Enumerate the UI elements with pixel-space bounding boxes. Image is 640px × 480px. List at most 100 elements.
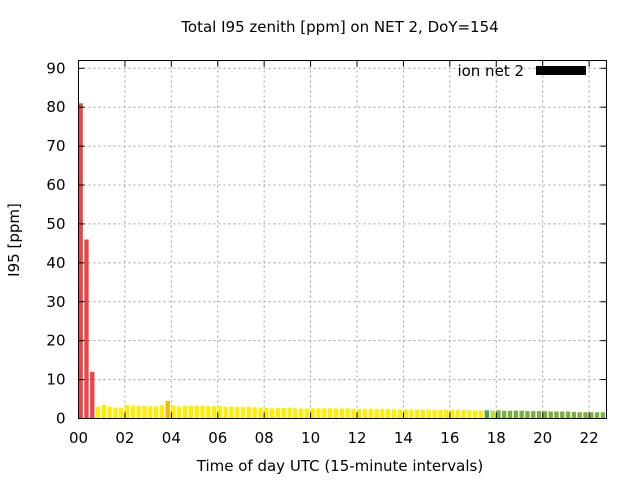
- bar: [478, 410, 484, 419]
- bar: [473, 410, 478, 419]
- bar: [502, 410, 507, 419]
- bar: [281, 407, 286, 419]
- bar: [327, 408, 333, 419]
- x-axis-label: Time of day UTC (15-minute intervals): [196, 457, 483, 475]
- bar: [194, 405, 199, 419]
- bar: [142, 406, 147, 419]
- bar: [345, 408, 350, 419]
- bar: [333, 408, 339, 419]
- bar: [461, 409, 466, 419]
- bar: [565, 411, 571, 419]
- bar: [432, 409, 437, 419]
- legend-label: ion net 2: [457, 62, 524, 80]
- bar: [362, 409, 368, 419]
- y-axis-label: I95 [ppm]: [5, 203, 23, 277]
- plot-frame: [78, 60, 607, 419]
- bar: [223, 406, 228, 419]
- bar: [380, 409, 385, 419]
- x-tick-label: 04: [162, 429, 181, 447]
- bar: [554, 411, 559, 419]
- bar: [287, 407, 292, 419]
- bar: [298, 408, 304, 419]
- bar: [577, 412, 582, 419]
- y-tick-label: 80: [46, 98, 65, 116]
- bar: [235, 406, 240, 419]
- bar: [455, 409, 460, 419]
- grid: [78, 60, 607, 419]
- bar: [391, 409, 397, 419]
- bar: [90, 371, 95, 419]
- y-tick-label: 40: [46, 254, 65, 272]
- bar: [507, 410, 513, 419]
- bar: [484, 410, 490, 419]
- bar: [403, 409, 408, 419]
- bar: [571, 411, 577, 419]
- x-tick-label: 02: [115, 429, 134, 447]
- bar: [119, 407, 124, 419]
- x-tick-label: 18: [487, 429, 506, 447]
- bar: [217, 406, 223, 419]
- bar: [177, 406, 182, 419]
- x-tick-label: 12: [347, 429, 366, 447]
- bar: [542, 411, 548, 419]
- bar: [275, 407, 281, 419]
- bar: [153, 406, 159, 419]
- bar: [200, 405, 205, 419]
- bar: [107, 406, 112, 419]
- y-tick-label: 60: [46, 176, 65, 194]
- bars: [78, 103, 606, 419]
- bar: [130, 405, 136, 419]
- bar: [444, 409, 449, 419]
- bar: [258, 407, 263, 419]
- bar: [513, 410, 519, 419]
- bar: [368, 408, 373, 419]
- bar: [339, 408, 344, 419]
- bar: [78, 103, 83, 419]
- bar: [374, 409, 379, 419]
- legend-swatch: [536, 66, 586, 75]
- bar: [240, 407, 246, 419]
- bar: [351, 408, 356, 419]
- bar: [594, 412, 600, 419]
- bar: [113, 407, 118, 419]
- x-tick-label: 14: [394, 429, 413, 447]
- bar: [182, 405, 188, 419]
- x-tick-label: 00: [69, 429, 88, 447]
- bar: [252, 407, 257, 419]
- bar: [310, 408, 315, 419]
- bar: [386, 409, 391, 419]
- bar: [229, 406, 234, 419]
- bar: [397, 409, 402, 419]
- bar: [426, 409, 431, 419]
- x-tick-label: 16: [440, 429, 459, 447]
- bar: [269, 408, 275, 419]
- bar: [420, 409, 426, 419]
- bar: [264, 407, 269, 419]
- y-ticks: 0 10 20 30 40 50 60 70 80 90: [46, 59, 607, 428]
- bar: [536, 411, 542, 419]
- bar: [449, 409, 455, 419]
- bar: [548, 411, 553, 419]
- x-ticks: 00 02 04 06 08 10 12 14 16 18 20 22: [69, 60, 599, 447]
- bar: [84, 239, 89, 419]
- bar: [490, 410, 495, 419]
- bar: [415, 409, 420, 419]
- y-tick-label: 10: [46, 371, 65, 389]
- bar: [206, 406, 211, 419]
- y-tick-label: 30: [46, 293, 65, 311]
- y-tick-label: 0: [56, 410, 66, 428]
- bar: [496, 410, 501, 419]
- bar: [560, 411, 565, 419]
- bar: [171, 405, 176, 419]
- bar: [438, 409, 443, 419]
- bar: [211, 406, 217, 419]
- x-tick-label: 08: [255, 429, 274, 447]
- bar: [293, 408, 298, 419]
- y-tick-label: 20: [46, 332, 65, 350]
- bar: [148, 406, 153, 419]
- bar: [165, 400, 170, 419]
- bar: [246, 406, 252, 419]
- x-tick-label: 06: [208, 429, 227, 447]
- bar: [322, 408, 327, 419]
